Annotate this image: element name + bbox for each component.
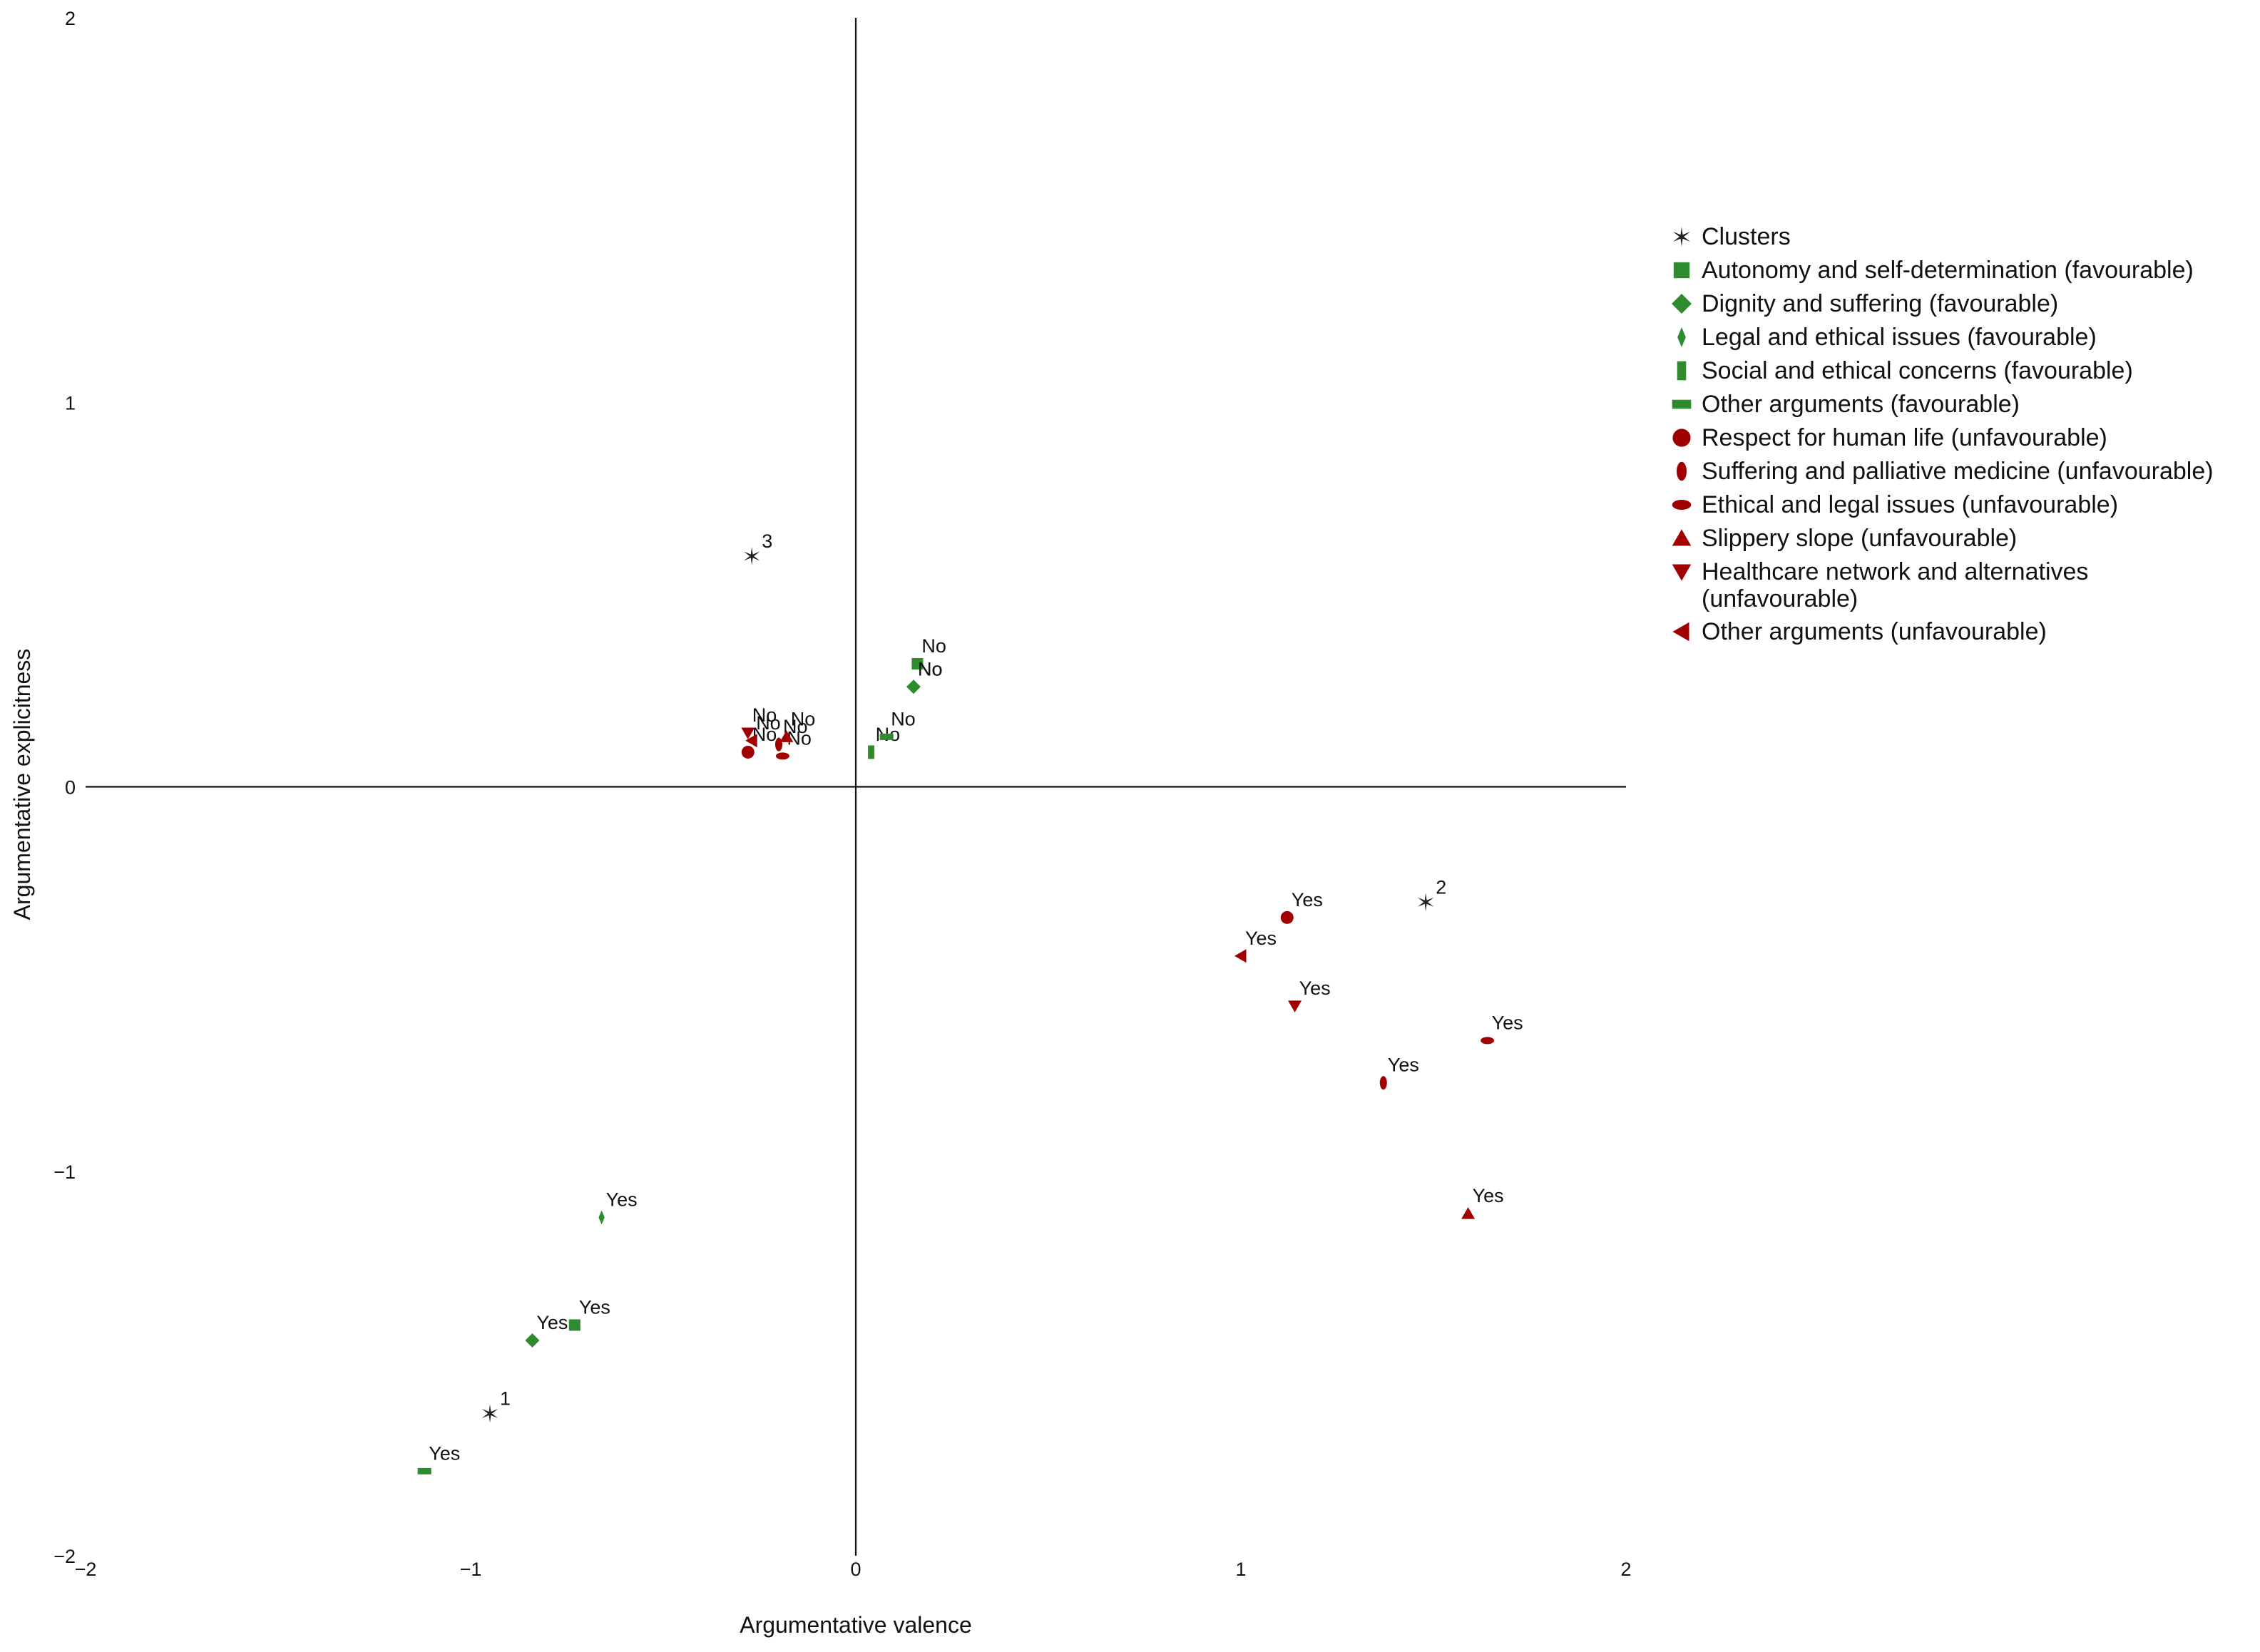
axes: −2 −1 0 1 2 −2 −1 0 1 2 — [53, 8, 1631, 1580]
point-label: Yes — [1388, 1055, 1419, 1076]
point-label: Yes — [429, 1442, 460, 1464]
x-tick-label: 1 — [1235, 1559, 1246, 1580]
legend-label: Slippery slope (unfavourable) — [1702, 525, 2017, 552]
y-tick-label: −1 — [53, 1161, 76, 1183]
legend-marker — [1672, 227, 1691, 247]
data-point — [910, 679, 917, 694]
x-axis-label: Argumentative valence — [740, 1612, 972, 1638]
legend-label: Legal and ethical issues (favourable) — [1702, 324, 2097, 351]
legend-item: Respect for human life (unfavourable) — [1672, 424, 2107, 451]
x-tick-label: −1 — [460, 1559, 482, 1580]
legend-item: Autonomy and self-determination (favoura… — [1673, 257, 2194, 284]
legend-marker — [1672, 564, 1692, 581]
point-label: No — [918, 658, 943, 679]
legend-item: Dignity and suffering (favourable) — [1672, 290, 2058, 317]
point-label: Yes — [1299, 978, 1331, 999]
legend-item: Legal and ethical issues (favourable) — [1677, 324, 2097, 351]
data-point — [743, 547, 760, 565]
legend-marker — [1677, 461, 1687, 481]
y-tick-label: −2 — [53, 1546, 76, 1567]
y-axis-label: Argumentative explicitness — [9, 649, 35, 920]
data-point — [868, 745, 875, 759]
legend-label: Other arguments (unfavourable) — [1702, 618, 2047, 645]
point-label: No — [791, 708, 816, 729]
legend-label: Social and ethical concerns (favourable) — [1702, 357, 2133, 384]
legend-item: Social and ethical concerns (favourable) — [1677, 357, 2133, 384]
point-label: Yes — [536, 1312, 568, 1333]
legend-label: Autonomy and self-determination (favoura… — [1702, 257, 2194, 284]
y-tick-label: 1 — [65, 392, 76, 414]
point-label: No — [891, 708, 916, 729]
legend-label: Suffering and palliative medicine (unfav… — [1702, 458, 2214, 485]
legend-item: Clusters — [1672, 223, 1791, 250]
x-tick-label: 0 — [850, 1559, 861, 1580]
x-tick-label: −2 — [75, 1559, 97, 1580]
data-point — [775, 752, 789, 760]
point-label: Yes — [1292, 889, 1323, 910]
legend-item: Healthcare network and alternatives(unfa… — [1672, 558, 2088, 612]
point-label: No — [787, 727, 812, 749]
legend-label: Healthcare network and alternatives — [1702, 558, 2088, 585]
data-point — [745, 734, 757, 748]
legend-marker — [1672, 529, 1692, 546]
legend-marker — [1677, 327, 1686, 347]
data-point — [1280, 910, 1294, 924]
x-tick-label: 2 — [1620, 1559, 1631, 1580]
data-point — [779, 730, 794, 742]
data-point — [1461, 1207, 1476, 1219]
legend-label: Respect for human life (unfavourable) — [1702, 424, 2107, 451]
data-point — [598, 1210, 605, 1225]
legend-item: Suffering and palliative medicine (unfav… — [1677, 458, 2214, 485]
data-points: 123YesNoYesNoYesNoNoYesNoYesNoYesNoYesNo… — [417, 530, 1523, 1474]
point-label: Yes — [1245, 928, 1277, 949]
point-label: No — [756, 712, 781, 734]
legend-marker — [1677, 361, 1687, 381]
data-point — [1288, 1000, 1302, 1012]
data-point — [879, 733, 894, 740]
point-label: 2 — [1436, 876, 1446, 898]
legend-label: Clusters — [1702, 223, 1791, 250]
legend-item: Slippery slope (unfavourable) — [1672, 525, 2017, 552]
y-tick-label: 0 — [65, 777, 76, 799]
data-point — [1234, 949, 1247, 963]
y-tick-label: 2 — [65, 8, 76, 29]
point-label: Yes — [579, 1296, 610, 1318]
legend-item: Other arguments (favourable) — [1672, 391, 2020, 418]
data-point — [741, 745, 755, 759]
legend-item: Other arguments (unfavourable) — [1672, 618, 2047, 645]
legend: Clusters Autonomy and self-determination … — [1672, 223, 2214, 645]
point-label: No — [918, 658, 943, 679]
data-point — [568, 1319, 581, 1331]
legend-label: Ethical and legal issues (unfavourable) — [1702, 491, 2118, 518]
legend-label: Other arguments (favourable) — [1702, 391, 2020, 418]
data-point — [1417, 893, 1434, 912]
data-point — [525, 1333, 540, 1348]
point-label: No — [921, 635, 946, 657]
legend-marker — [1672, 429, 1691, 447]
point-label: Yes — [1492, 1012, 1523, 1033]
legend-marker — [1673, 262, 1690, 279]
data-point — [911, 657, 924, 669]
point-label: Yes — [606, 1189, 638, 1210]
data-point — [481, 1404, 498, 1423]
data-point — [417, 1467, 431, 1474]
data-point — [1379, 1076, 1387, 1090]
point-label: No — [752, 704, 777, 726]
point-label: 3 — [762, 530, 772, 552]
legend-marker — [1672, 500, 1692, 510]
legend-marker — [1672, 622, 1689, 642]
legend-item: Ethical and legal issues (unfavourable) — [1672, 491, 2118, 518]
legend-marker — [1672, 294, 1692, 314]
legend-label: (unfavourable) — [1702, 585, 1858, 612]
legend-label: Dignity and suffering (favourable) — [1702, 290, 2058, 317]
legend-marker — [1672, 399, 1692, 409]
point-label: 1 — [500, 1387, 511, 1409]
data-point — [1481, 1037, 1495, 1045]
point-label: Yes — [1473, 1185, 1504, 1206]
data-point — [741, 727, 755, 740]
